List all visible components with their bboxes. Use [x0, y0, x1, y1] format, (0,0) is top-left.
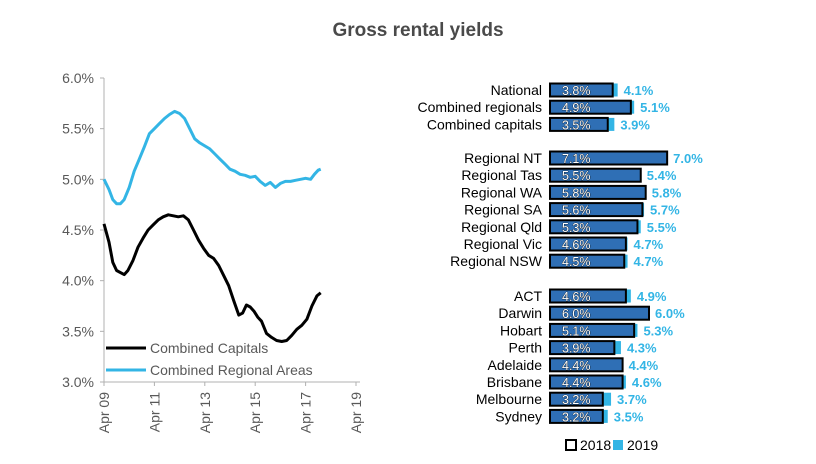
x-tick-label: Apr 19	[348, 392, 364, 433]
data-label-2019: 5.3%	[643, 323, 673, 338]
category-label: Regional Qld	[461, 219, 542, 235]
data-label-2019: 3.7%	[617, 392, 647, 407]
data-label-2019: 5.8%	[652, 185, 682, 200]
category-label: Regional WA	[461, 184, 543, 200]
bar-2018	[549, 357, 624, 373]
bar-2018	[549, 202, 644, 218]
legend-label: Combined Regional Areas	[150, 362, 313, 378]
bar-2018	[549, 150, 669, 166]
data-label-2019: 4.1%	[624, 83, 654, 98]
data-label-2018: 4.5%	[562, 255, 591, 269]
y-tick-label: 3.0%	[62, 374, 94, 390]
y-tick-label: 5.5%	[62, 121, 94, 137]
data-label-2018: 5.1%	[562, 324, 591, 338]
data-label-2018: 5.6%	[562, 204, 591, 218]
data-label-2018: 3.2%	[562, 393, 591, 407]
x-tick-label: Apr 17	[298, 392, 314, 433]
data-label-2019: 4.7%	[634, 237, 664, 252]
category-label: Combined capitals	[427, 116, 542, 132]
data-label-2019: 3.9%	[620, 117, 650, 132]
data-label-2019: 6.0%	[655, 306, 685, 321]
bar-2018	[549, 167, 642, 183]
data-label-2018: 4.9%	[562, 101, 591, 115]
x-tick-label: Apr 15	[247, 392, 263, 433]
data-label-2019: 5.4%	[647, 168, 677, 183]
category-label: Perth	[509, 340, 542, 356]
data-label-2018: 7.1%	[562, 152, 591, 166]
data-label-2019: 4.7%	[634, 254, 664, 269]
legend-swatch-2018	[565, 439, 577, 451]
series-line-combined-capitals	[102, 213, 322, 343]
data-label-2019: 5.1%	[640, 100, 670, 115]
data-label-2018: 5.3%	[562, 221, 591, 235]
bar-2018	[549, 391, 604, 407]
bar-2018	[549, 236, 627, 252]
legend-swatch-2019	[613, 440, 623, 450]
category-label: Regional NT	[464, 150, 542, 166]
legend-label-2019: 2019	[627, 437, 658, 453]
category-label: Melbourne	[476, 391, 542, 407]
data-label-2018: 3.5%	[562, 118, 591, 132]
legend-label: Combined Capitals	[150, 340, 268, 356]
data-label-2018: 5.8%	[562, 186, 591, 200]
bar-2018	[549, 219, 639, 235]
data-label-2019: 7.0%	[673, 151, 703, 166]
x-tick-label: Apr 11	[146, 392, 162, 432]
y-tick-label: 4.0%	[62, 273, 94, 289]
bar-2018	[549, 184, 647, 200]
x-tick-label: Apr 13	[197, 392, 213, 433]
legend-label-2018: 2018	[580, 437, 611, 453]
data-label-2019: 4.3%	[627, 341, 657, 356]
data-label-2018: 3.2%	[562, 410, 591, 424]
category-label: Darwin	[498, 305, 542, 321]
category-label: ACT	[514, 288, 542, 304]
data-label-2018: 5.5%	[562, 169, 591, 183]
data-label-2019: 5.5%	[647, 220, 677, 235]
category-label: Regional Tas	[461, 167, 542, 183]
data-label-2019: 5.7%	[650, 203, 680, 218]
data-label-2018: 4.4%	[562, 376, 591, 390]
bar-2018	[549, 253, 626, 269]
data-label-2018: 4.4%	[562, 359, 591, 373]
category-label: Regional SA	[464, 202, 542, 218]
bar-2018	[549, 82, 614, 98]
data-label-2019: 3.5%	[614, 409, 644, 424]
line-chart: 6.0% 5.5% 5.0% 4.5% 4.0% 3.5% 3.0%Apr 09 Apr 11…	[62, 70, 364, 433]
category-label: Brisbane	[487, 374, 542, 390]
data-label-2018: 3.8%	[562, 84, 591, 98]
category-label: Hobart	[500, 322, 542, 338]
data-label-2019: 4.4%	[629, 358, 659, 373]
data-label-2019: 4.6%	[632, 375, 662, 390]
category-label: Regional NSW	[450, 253, 543, 269]
bar-chart: National 3.8% 4.1% Combined regionals 4.9% 5.…	[417, 82, 703, 453]
chart-title: Gross rental yields	[332, 20, 504, 41]
series-line-combined-regional-areas	[102, 109, 322, 206]
category-label: Sydney	[495, 408, 542, 424]
bar-2018	[549, 116, 609, 132]
bar-2018	[549, 99, 632, 115]
bar-2018	[549, 408, 604, 424]
category-label: National	[491, 82, 542, 98]
x-tick-label: Apr 09	[96, 392, 112, 433]
data-label-2018: 3.9%	[562, 342, 591, 356]
y-tick-label: 6.0%	[62, 70, 94, 86]
bar-2018	[549, 374, 624, 390]
y-tick-label: 3.5%	[62, 323, 94, 339]
data-label-2018: 4.6%	[562, 290, 591, 304]
category-label: Regional Vic	[464, 236, 542, 252]
bar-2018	[549, 322, 636, 338]
y-tick-label: 4.5%	[62, 222, 94, 238]
data-label-2019: 4.9%	[637, 289, 667, 304]
category-label: Adelaide	[488, 357, 543, 373]
category-label: Combined regionals	[417, 99, 542, 115]
bar-2018	[549, 340, 616, 356]
data-label-2018: 6.0%	[562, 307, 591, 321]
data-label-2018: 4.6%	[562, 238, 591, 252]
bar-2018	[549, 288, 627, 304]
y-tick-label: 5.0%	[62, 171, 94, 187]
bar-2018	[549, 305, 650, 321]
